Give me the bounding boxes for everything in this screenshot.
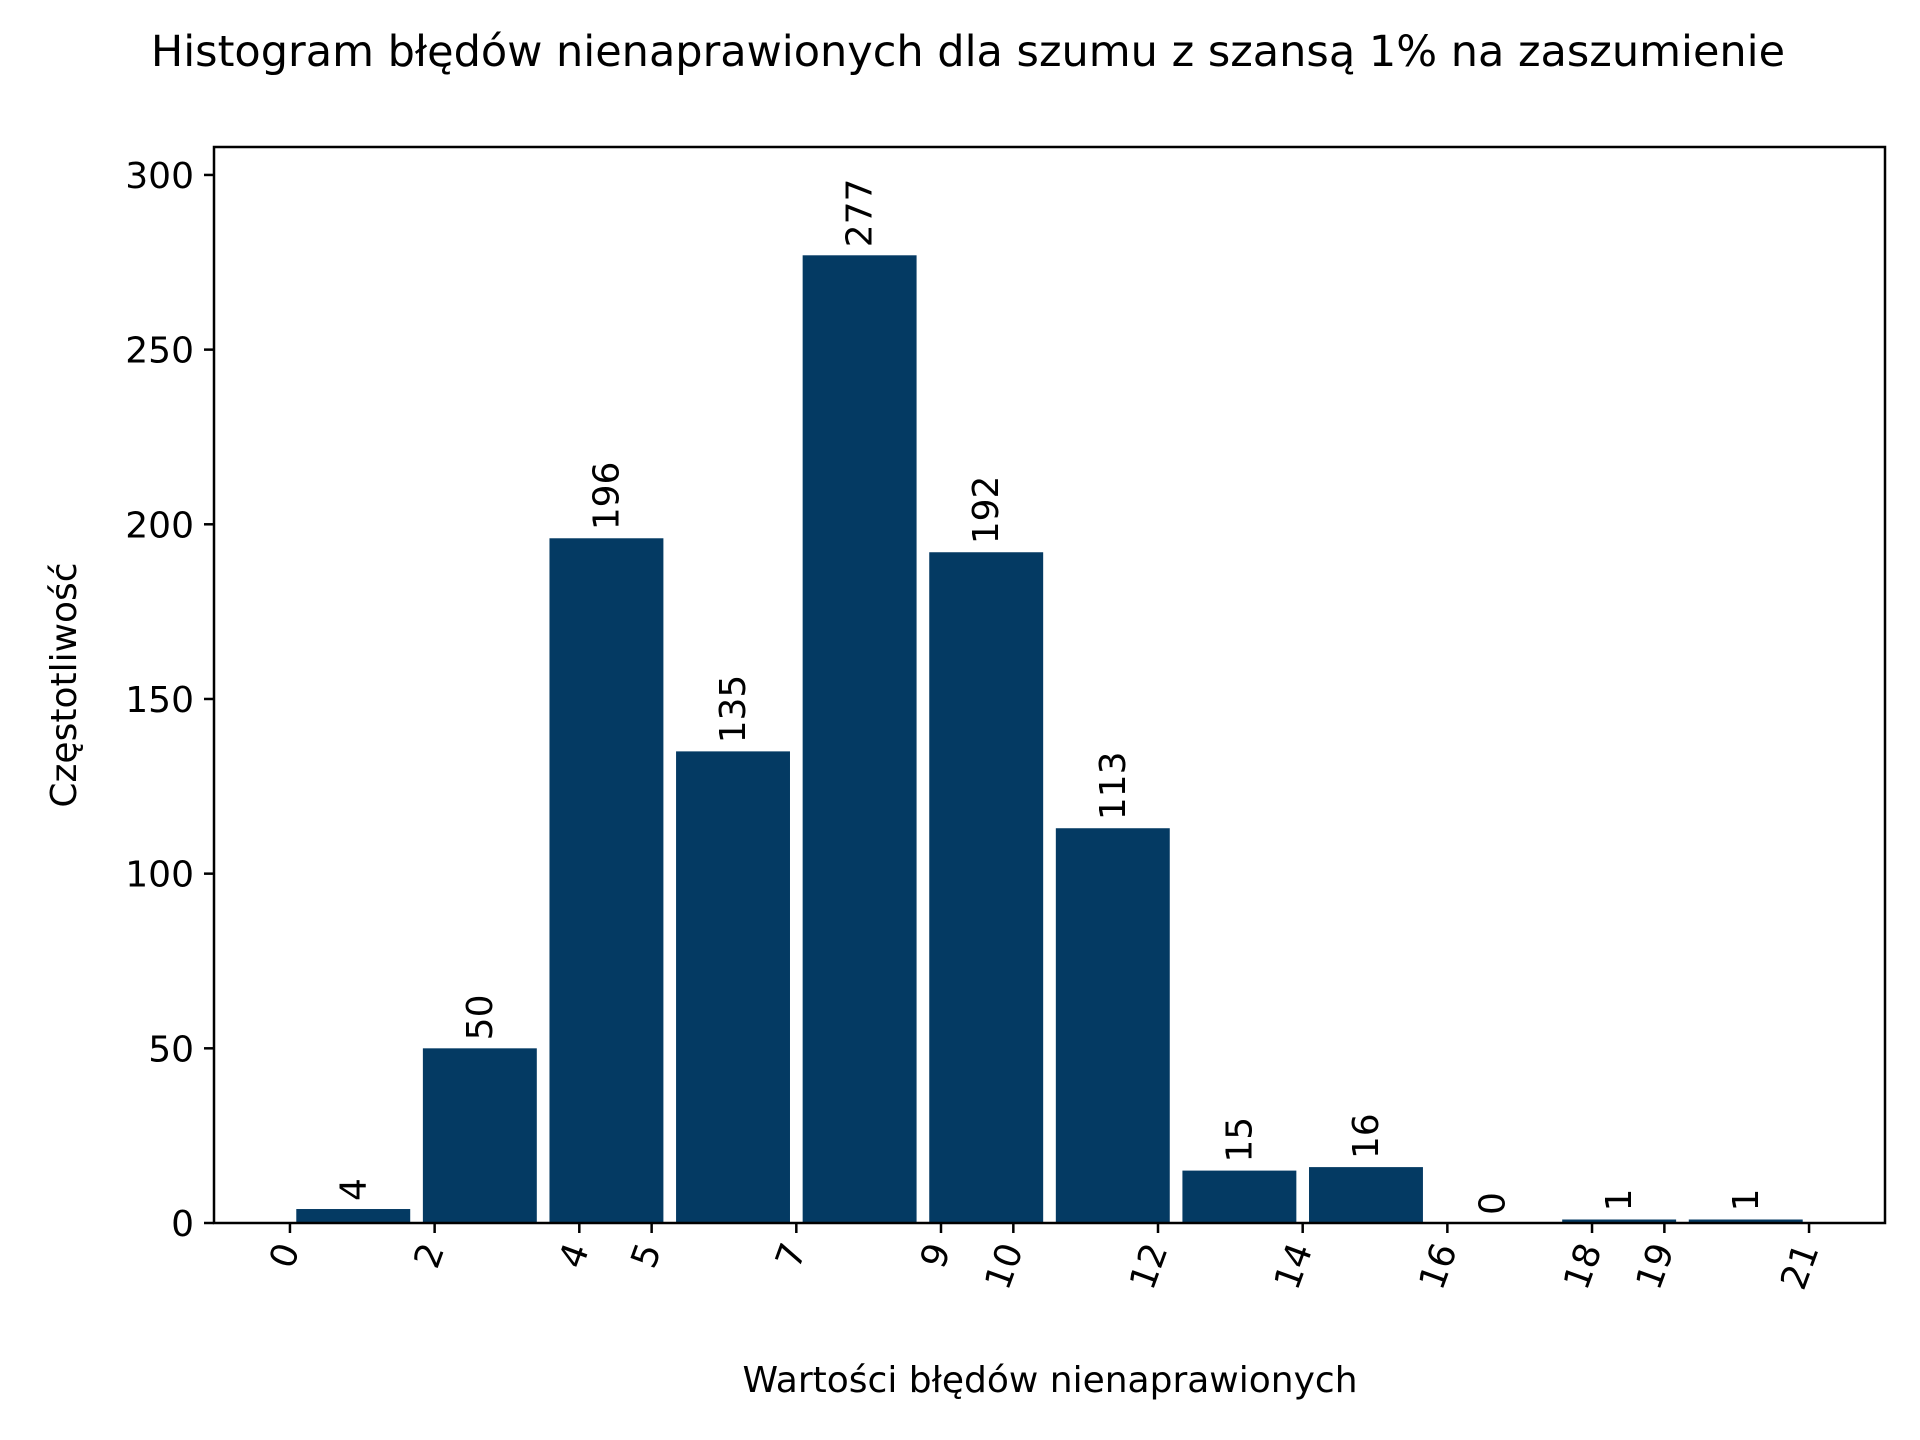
chart-title: Histogram błędów nienaprawionych dla szu… <box>151 27 1785 77</box>
x-tick-label: 18 <box>1556 1238 1610 1295</box>
bar-data-label: 15 <box>1219 1117 1260 1163</box>
bar-data-label: 113 <box>1093 752 1134 821</box>
x-tick-label: 19 <box>1629 1238 1683 1295</box>
histogram-bar <box>929 552 1044 1223</box>
histogram-bar <box>422 1048 537 1223</box>
bar-data-label: 196 <box>586 462 627 531</box>
x-tick-label: 0 <box>262 1238 308 1274</box>
histogram-bar <box>1182 1170 1297 1223</box>
bar-data-label: 277 <box>840 179 881 248</box>
histogram-bar <box>296 1209 411 1223</box>
x-axis-label: Wartości błędów nienaprawionych <box>742 1360 1357 1401</box>
y-tick-label: 50 <box>148 1029 194 1070</box>
data-labels-group: 4 50 196 135 277 192 113 15 16 0 1 1 <box>333 179 1767 1215</box>
histogram-bar <box>549 538 664 1223</box>
histogram-bar <box>1562 1219 1677 1223</box>
histogram-bar <box>676 751 790 1223</box>
bar-data-label: 0 <box>1473 1192 1514 1215</box>
x-tick-label: 5 <box>624 1238 670 1274</box>
x-tick-label: 9 <box>913 1238 959 1274</box>
histogram-bar <box>802 255 917 1223</box>
x-tick-label: 10 <box>978 1238 1032 1295</box>
histogram-bar <box>1055 828 1170 1223</box>
plot-frame <box>212 145 1887 1225</box>
y-axis-label: Częstotliwość <box>44 562 85 807</box>
x-tick-label: 21 <box>1773 1238 1827 1295</box>
y-tick-label: 100 <box>125 855 194 896</box>
bar-data-label: 4 <box>333 1178 374 1201</box>
y-tick-label: 150 <box>125 680 194 721</box>
y-tick-label: 200 <box>125 505 194 546</box>
x-axis: 0 2 4 5 7 9 10 12 14 16 18 19 21 <box>262 1223 1828 1295</box>
histogram-bar <box>1688 1219 1803 1223</box>
histogram-bar <box>1309 1167 1423 1223</box>
bar-data-label: 50 <box>460 995 501 1041</box>
y-tick-label: 300 <box>125 156 194 197</box>
bar-data-label: 1 <box>1726 1189 1767 1212</box>
y-tick-label: 250 <box>125 331 194 372</box>
bar-data-label: 135 <box>713 675 754 744</box>
bars-group <box>296 255 1803 1223</box>
x-tick-label: 14 <box>1267 1238 1321 1295</box>
x-tick-label: 4 <box>551 1238 597 1274</box>
bar-data-label: 16 <box>1346 1113 1387 1159</box>
bar-data-label: 1 <box>1599 1189 1640 1212</box>
y-tick-label: 0 <box>171 1204 194 1245</box>
x-tick-label: 2 <box>407 1238 453 1274</box>
bar-data-label: 192 <box>966 476 1007 545</box>
y-axis: 0 50 100 150 200 250 300 <box>125 156 214 1245</box>
x-tick-label: 7 <box>768 1238 814 1274</box>
x-tick-label: 16 <box>1412 1238 1466 1295</box>
x-tick-label: 12 <box>1122 1238 1176 1295</box>
